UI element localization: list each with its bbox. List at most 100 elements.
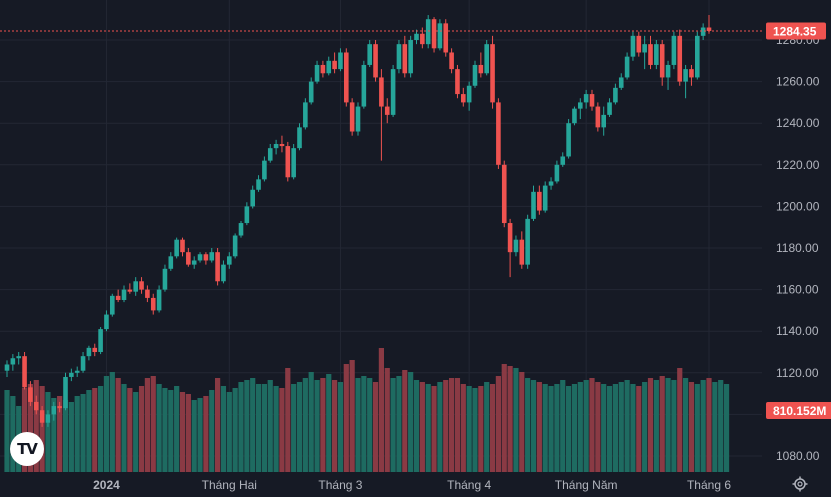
candle-body <box>525 218 530 265</box>
volume-bar <box>33 380 39 472</box>
candle-body <box>437 23 443 49</box>
candle-body <box>466 85 472 103</box>
volume-bar <box>542 384 548 472</box>
time-axis[interactable]: 2024 Tháng Hai Tháng 3 Tháng 4 Tháng Năm Thán… <box>93 478 731 492</box>
volume-badge-bg <box>766 402 831 419</box>
candle-body <box>490 44 495 103</box>
volume-bar <box>683 378 689 472</box>
volume-bar <box>425 384 431 472</box>
volume-bar <box>57 396 63 472</box>
candle-body <box>513 239 519 253</box>
volume-bar <box>115 378 121 472</box>
volume-bar <box>449 378 455 472</box>
candle-body <box>232 235 238 257</box>
volume-bar <box>98 386 104 472</box>
volume-bar <box>332 380 338 472</box>
candle-body <box>349 102 355 132</box>
candle-body <box>22 356 27 388</box>
candle-body <box>162 268 168 290</box>
volume-bar <box>273 386 279 472</box>
volume-bar <box>179 392 186 472</box>
candle-body <box>262 160 267 180</box>
volume-bar <box>466 386 472 472</box>
candle-body <box>98 329 103 352</box>
volume-bar <box>536 382 542 472</box>
candle-body <box>700 27 706 36</box>
price-tick-label: 1200.00 <box>776 199 820 213</box>
candle-body <box>332 60 337 70</box>
volume-bar <box>267 380 273 472</box>
candle-body <box>139 281 144 290</box>
candle-body <box>554 164 560 182</box>
volume-bar <box>361 376 367 472</box>
volume-bar <box>191 400 197 472</box>
volume-bar <box>419 382 425 472</box>
volume-label: 810.152M <box>773 404 826 418</box>
volume-bar <box>530 380 537 472</box>
volume-bar <box>712 382 718 472</box>
candle-body <box>221 264 226 282</box>
price-tick-label: 1160.00 <box>776 283 819 297</box>
volume-bar <box>566 386 572 472</box>
volume-bar <box>62 400 69 472</box>
candle-body <box>659 44 665 78</box>
price-tick-label: 1260.00 <box>776 75 820 89</box>
volume-bar <box>408 372 414 472</box>
price-tick-label: 1080.00 <box>776 449 820 463</box>
volume-bar <box>86 390 92 472</box>
tradingview-logo[interactable]: TV <box>10 432 44 466</box>
candle-body <box>695 35 700 78</box>
candle-body <box>86 347 92 357</box>
candle-body <box>572 108 577 124</box>
volume-bar <box>197 398 203 472</box>
candle-body <box>671 35 677 65</box>
volume-bar <box>21 388 28 472</box>
volume-bar <box>45 392 51 472</box>
volume-bar <box>642 382 648 472</box>
volume-bar <box>4 390 10 472</box>
last-price-label: 1284.35 <box>773 24 817 38</box>
volume-bar <box>688 382 695 472</box>
volume-bar <box>677 368 683 472</box>
volume-bar <box>27 384 33 472</box>
candle-body <box>16 356 21 359</box>
candle-body <box>478 64 484 74</box>
volume-badge: 810.152M <box>766 402 831 419</box>
candle-body <box>297 127 302 149</box>
volume-bar <box>624 380 630 472</box>
candle-body <box>420 33 425 45</box>
candle-body <box>689 69 694 78</box>
candle-body <box>595 106 601 128</box>
candle-body <box>355 106 361 132</box>
candle-body <box>303 102 308 128</box>
candle-body <box>501 164 507 224</box>
candle-body <box>548 181 554 186</box>
volume-bar <box>174 386 180 472</box>
candle-body <box>367 44 372 65</box>
volume-bar <box>460 384 466 472</box>
candle-body <box>92 347 98 352</box>
candle-body <box>10 358 16 365</box>
volume-bar <box>80 394 86 472</box>
volume-bar <box>349 360 355 472</box>
last-price-badge-bg <box>766 22 826 40</box>
volume-bar <box>665 378 671 472</box>
candle-body <box>326 60 332 74</box>
volume-bar <box>413 380 420 472</box>
volume-bar <box>162 388 168 472</box>
candle-body <box>267 148 273 161</box>
candle-body <box>209 252 215 261</box>
candle-body <box>121 289 127 300</box>
volume-bar <box>238 382 244 472</box>
candle-body <box>472 64 478 86</box>
volume-bar <box>577 382 583 472</box>
settings-gear-icon[interactable] <box>792 476 808 492</box>
candle-body <box>110 295 115 315</box>
candle-body <box>677 35 683 82</box>
volume-bar <box>612 384 618 472</box>
volume-bar <box>636 386 642 472</box>
volume-bar <box>630 384 636 472</box>
candle-body <box>150 297 156 311</box>
volume-bar <box>378 348 384 472</box>
